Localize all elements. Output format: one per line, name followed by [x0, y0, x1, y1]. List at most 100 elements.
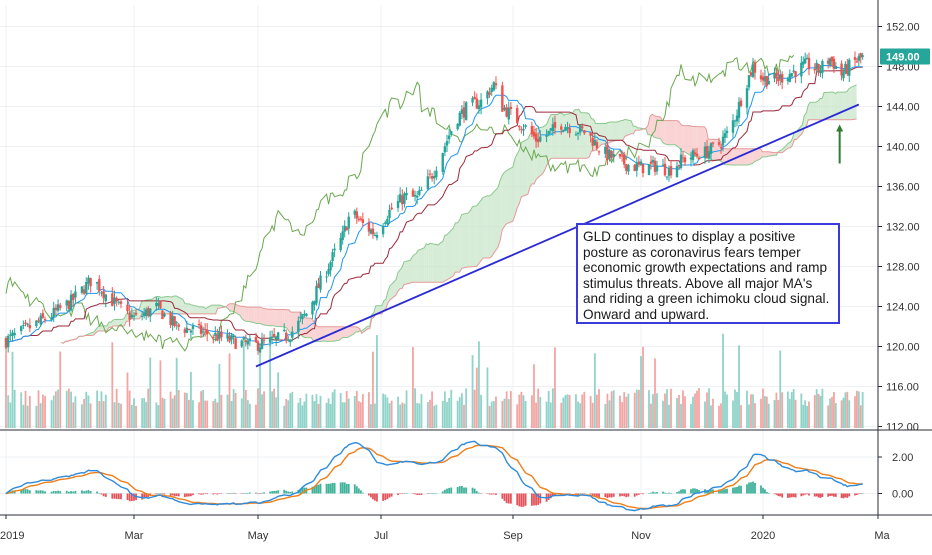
- candle-body: [53, 308, 55, 318]
- macd-histogram-bar: [621, 494, 623, 496]
- candle-body: [115, 298, 117, 301]
- cloud-segment: [443, 236, 445, 283]
- macd-histogram-bar: [114, 494, 116, 499]
- macd-histogram-bar: [684, 489, 686, 493]
- volume-bar: [249, 404, 251, 428]
- candle-body: [552, 124, 554, 131]
- candle-body: [291, 331, 293, 337]
- macd-histogram-bar: [856, 494, 858, 496]
- volume-bar: [652, 394, 654, 428]
- candle-body: [781, 74, 783, 82]
- candle-body: [461, 109, 463, 114]
- macd-histogram-bar: [504, 494, 506, 501]
- cloud-segment: [273, 309, 275, 326]
- volume-bar: [666, 389, 668, 428]
- time-tick-label: Jul: [374, 530, 388, 542]
- time-tick-label: Mar: [125, 530, 144, 542]
- macd-histogram-bar: [446, 489, 448, 494]
- candle-body: [433, 176, 435, 178]
- price-tick-label: 120.00: [886, 342, 920, 354]
- candle-body: [463, 107, 465, 117]
- volume-bar: [147, 389, 149, 428]
- candle-body: [198, 324, 200, 325]
- candle-body: [243, 337, 245, 339]
- candle-body: [149, 309, 151, 317]
- volume-bar: [277, 372, 279, 428]
- volume-bar: [562, 398, 564, 428]
- volume-bar: [149, 358, 151, 428]
- macd-histogram-bar: [448, 488, 450, 494]
- volume-bar: [263, 391, 265, 428]
- candle-body: [120, 301, 122, 303]
- candle-body: [589, 132, 591, 135]
- volume-bar: [202, 390, 204, 428]
- volume-bar: [247, 400, 249, 428]
- volume-bar: [504, 399, 506, 428]
- macd-histogram-bar: [275, 491, 277, 494]
- macd-histogram-bar: [442, 491, 444, 493]
- volume-bar: [85, 392, 87, 428]
- volume-bar: [489, 406, 491, 428]
- macd-histogram-bar: [103, 494, 105, 497]
- volume-bar: [816, 389, 818, 428]
- macd-histogram-bar: [457, 487, 459, 493]
- macd-histogram-bar: [176, 494, 178, 497]
- macd-histogram-bar: [346, 484, 348, 494]
- volume-bar: [463, 405, 465, 428]
- cloud-segment: [197, 306, 199, 314]
- volume-bar: [305, 394, 307, 428]
- volume-bar: [575, 394, 577, 428]
- candle-body: [794, 71, 796, 77]
- volume-bar: [444, 391, 446, 428]
- macd-histogram-bar: [516, 494, 518, 506]
- volume-bar: [27, 406, 29, 428]
- candle-body: [848, 60, 850, 76]
- cloud-segment: [246, 307, 248, 321]
- volume-bar: [787, 392, 789, 428]
- volume-bar: [459, 397, 461, 428]
- volume-bar: [334, 389, 336, 428]
- macd-histogram-bar: [127, 494, 129, 501]
- volume-bar: [523, 395, 525, 428]
- macd-histogram-bar: [648, 493, 650, 494]
- cloud-segment: [677, 121, 679, 148]
- candle-body: [163, 314, 165, 317]
- cloud-segment: [462, 213, 468, 268]
- price-tick-label: 152.00: [886, 22, 920, 34]
- macd-histogram-bar: [160, 493, 162, 494]
- candle-body: [100, 292, 102, 293]
- macd-histogram-bar: [531, 494, 533, 506]
- volume-bar: [487, 367, 489, 428]
- volume-bar: [129, 391, 131, 428]
- volume-bar: [243, 338, 245, 428]
- volume-bar: [814, 395, 816, 428]
- candle-body: [680, 155, 682, 168]
- cloud-segment: [849, 87, 851, 119]
- cloud-segment: [400, 267, 402, 288]
- macd-histogram-bar: [155, 494, 157, 495]
- macd-histogram-bar: [344, 482, 346, 493]
- macd-histogram-bar: [762, 488, 764, 494]
- candle-body: [577, 133, 579, 134]
- cloud-segment: [199, 307, 201, 314]
- volume-bar: [435, 405, 437, 428]
- candle-body: [57, 304, 59, 310]
- macd-histogram-bar: [376, 494, 378, 502]
- volume-bar: [611, 391, 613, 428]
- volume-bar: [326, 403, 328, 428]
- macd-histogram-bar: [656, 492, 658, 493]
- candle-body: [128, 312, 130, 319]
- candle-body: [754, 62, 756, 72]
- volume-bar: [271, 391, 273, 428]
- volume-bar: [694, 393, 696, 428]
- candle-body: [42, 313, 44, 318]
- macd-histogram-bar: [831, 494, 833, 496]
- volume-bar: [860, 405, 862, 428]
- volume-bar: [135, 406, 137, 428]
- macd-histogram-bar: [816, 494, 818, 497]
- arrow-head: [836, 125, 843, 132]
- cloud-segment: [254, 307, 256, 323]
- volume-bar: [822, 389, 824, 428]
- candle-body: [623, 154, 625, 164]
- cloud-segment: [487, 196, 489, 258]
